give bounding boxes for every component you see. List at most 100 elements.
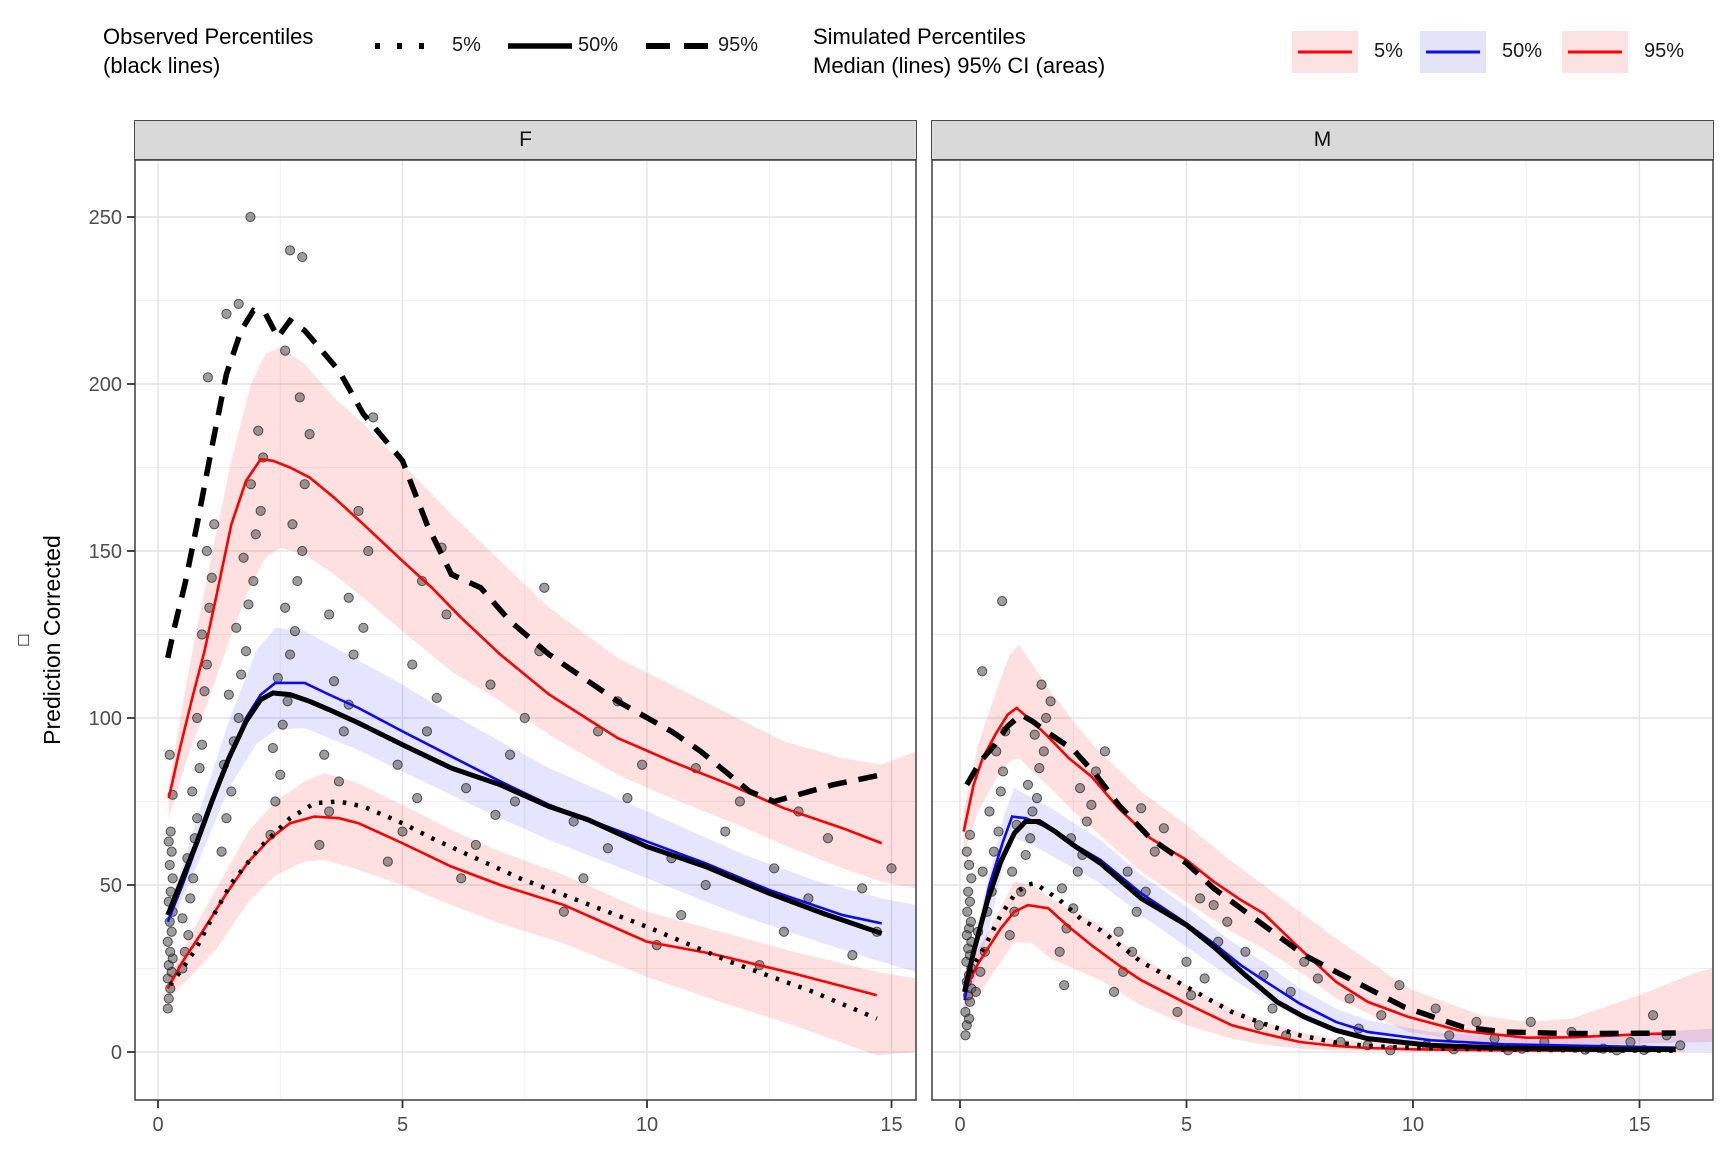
data-point	[196, 629, 208, 640]
data-point	[348, 649, 359, 660]
data-point	[1675, 1040, 1686, 1051]
observed-5-line	[963, 880, 1676, 1053]
y-axis-tick-label: 0	[111, 1042, 122, 1064]
data-point	[984, 806, 995, 817]
data-point	[292, 575, 303, 587]
data-point	[965, 916, 976, 927]
data-point	[185, 893, 196, 904]
data-point	[324, 806, 335, 817]
data-point	[201, 659, 212, 670]
data-point	[363, 545, 374, 557]
data-point	[253, 425, 264, 436]
data-point	[209, 519, 220, 530]
data-point	[221, 813, 232, 824]
data-point	[539, 582, 550, 593]
legend-simulated-title-line1: Simulated Percentiles	[813, 24, 1026, 49]
data-point	[997, 596, 1008, 607]
data-point	[272, 672, 283, 684]
data-point	[1056, 883, 1068, 894]
data-point	[431, 692, 442, 704]
data-point	[1108, 986, 1120, 997]
data-point	[734, 796, 746, 807]
data-point	[183, 930, 194, 941]
data-point	[421, 726, 433, 737]
legend-simulated-50-label: 50%	[1502, 40, 1543, 62]
data-point	[1020, 849, 1031, 861]
data-point	[324, 609, 335, 620]
data-point	[1054, 946, 1065, 957]
gridlines-M	[932, 160, 1713, 1100]
data-point	[995, 786, 1006, 797]
data-point	[397, 826, 408, 837]
facet-strip-F-label: F	[519, 128, 532, 151]
data-point	[509, 796, 521, 807]
data-point	[504, 749, 516, 760]
x-axis-tick-label: 10	[636, 1114, 658, 1136]
data-point	[267, 742, 279, 754]
data-point	[1158, 823, 1169, 834]
data-point	[201, 545, 212, 557]
data-point	[637, 759, 648, 770]
data-point	[1222, 916, 1233, 927]
data-point	[1181, 956, 1192, 967]
data-point	[233, 298, 244, 309]
data-point	[886, 863, 897, 874]
data-point	[960, 1030, 971, 1041]
legend-simulated-title: Simulated Percentiles Median (lines) 95%…	[813, 22, 1105, 80]
data-point	[165, 826, 176, 837]
data-point	[163, 993, 174, 1004]
data-point	[1525, 1016, 1536, 1028]
data-point	[319, 749, 330, 760]
observed-50-solid-key-icon	[508, 43, 572, 49]
data-point	[519, 712, 530, 724]
data-point	[206, 572, 217, 583]
observed-95-dashed-key-icon	[646, 43, 710, 49]
data-point	[280, 345, 291, 356]
data-point	[1312, 973, 1323, 984]
data-point	[700, 879, 711, 891]
legend-simulated-title-line2: Median (lines) 95% CI (areas)	[813, 53, 1106, 78]
data-point	[1149, 846, 1160, 857]
data-point	[328, 676, 340, 687]
data-point	[314, 839, 325, 851]
data-point	[456, 873, 467, 884]
data-point	[275, 769, 286, 780]
simulated-95-median-line	[167, 457, 883, 845]
data-point	[962, 906, 973, 917]
data-point	[857, 883, 868, 894]
data-point	[485, 679, 496, 690]
data-point	[277, 719, 288, 730]
data-point	[236, 669, 247, 680]
simulated-50-ci-band	[167, 627, 916, 972]
data-point	[1034, 763, 1045, 774]
data-point	[1647, 1010, 1659, 1021]
data-point	[216, 846, 227, 857]
facet-strip-M-label: M	[1313, 128, 1332, 151]
data-point	[975, 966, 986, 977]
y-axis-tick-label: 50	[100, 875, 122, 897]
data-point	[250, 529, 261, 540]
y-axis-tick-label: 150	[89, 541, 122, 563]
data-point	[199, 686, 210, 697]
legend-observed-title-line1: Observed Percentiles	[103, 24, 314, 49]
simulated-50-median-line	[963, 815, 1676, 1049]
data-point	[353, 505, 364, 517]
data-point	[338, 726, 349, 737]
data-point	[165, 946, 176, 957]
simulated-50-ci-band	[964, 788, 1712, 1051]
simulated-95-swatch-icon	[1562, 31, 1628, 73]
data-point	[977, 866, 988, 877]
gridlines-F	[135, 160, 916, 1100]
data-point	[167, 873, 178, 884]
data-point	[1208, 899, 1219, 911]
data-point	[368, 412, 379, 423]
simulated-95-ci-band	[168, 347, 916, 889]
data-point	[1022, 779, 1034, 790]
data-point	[966, 873, 977, 884]
data-point	[993, 826, 1004, 837]
panel-border	[134, 159, 917, 1101]
data-point	[163, 836, 174, 847]
